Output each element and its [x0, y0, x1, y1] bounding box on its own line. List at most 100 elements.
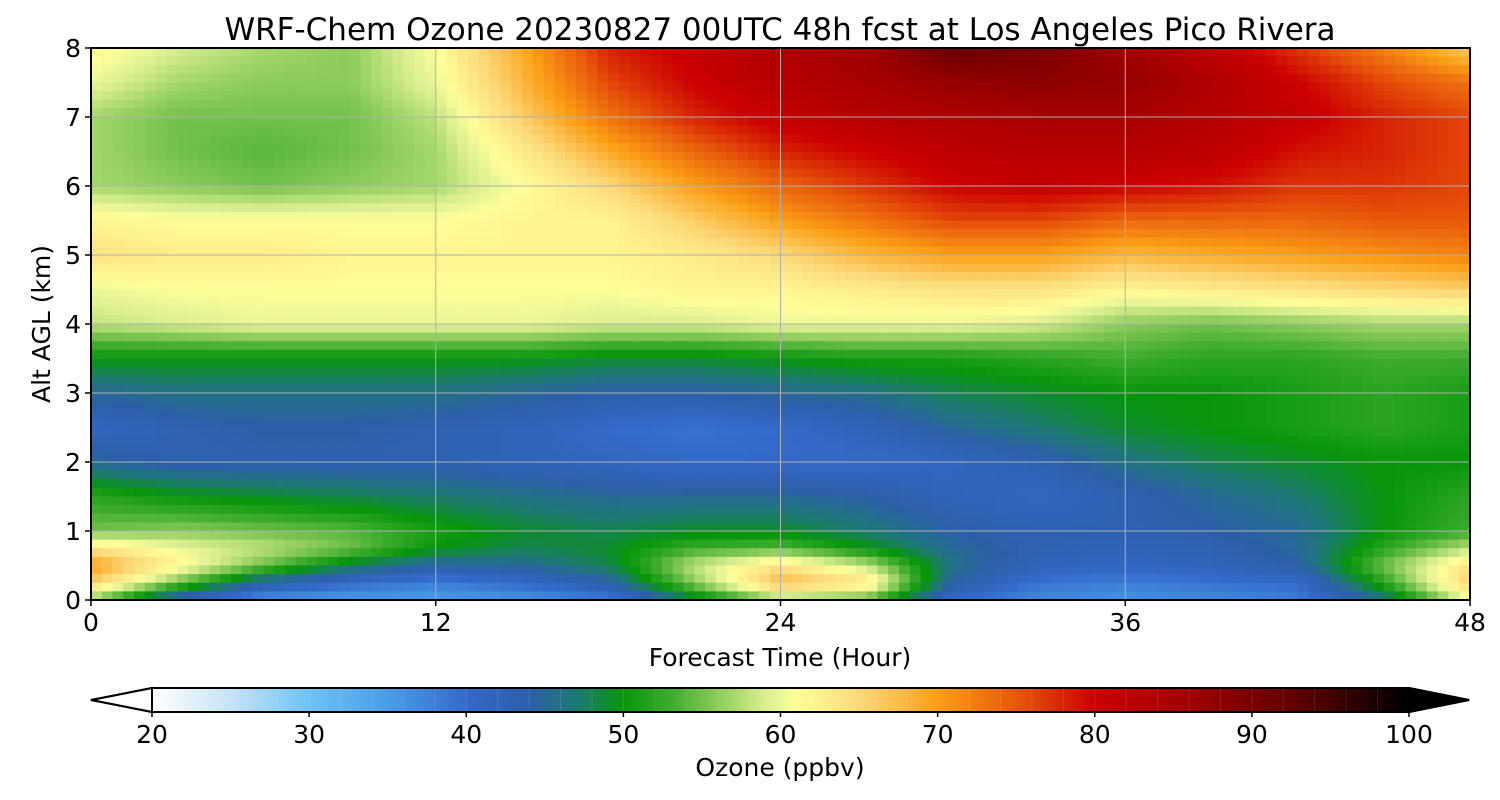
heatmap-cell — [1405, 349, 1417, 360]
heatmap-cell — [274, 306, 286, 317]
heatmap-cell — [1426, 349, 1439, 360]
heatmap-cell — [349, 134, 362, 144]
heatmap-cell — [651, 108, 663, 118]
heatmap-cell — [1092, 91, 1105, 101]
heatmap-cell — [845, 289, 857, 299]
heatmap-cell — [360, 349, 372, 360]
heatmap-cell — [521, 298, 534, 308]
heatmap-cell — [1265, 280, 1277, 291]
heatmap-cell — [715, 142, 728, 153]
heatmap-cell — [543, 73, 556, 84]
heatmap-cell — [823, 65, 836, 75]
heatmap-cell — [565, 237, 577, 248]
heatmap-cell — [1211, 203, 1224, 213]
heatmap-cell — [371, 375, 383, 386]
heatmap-cell — [963, 255, 976, 265]
heatmap-cell — [683, 375, 696, 386]
heatmap-cell — [823, 73, 836, 84]
heatmap-cell — [715, 324, 728, 334]
heatmap-cell — [1082, 65, 1094, 75]
heatmap-cell — [877, 237, 890, 248]
heatmap-cell — [435, 117, 448, 127]
heatmap-cell — [338, 220, 351, 230]
heatmap-cell — [532, 341, 545, 351]
heatmap-cell — [877, 341, 890, 351]
heatmap-cell — [1232, 237, 1245, 248]
heatmap-cell — [338, 358, 351, 368]
heatmap-cell — [855, 168, 868, 179]
heatmap-cell — [306, 289, 319, 299]
heatmap-cell — [521, 375, 534, 386]
heatmap-cell — [791, 99, 803, 110]
heatmap-cell — [758, 186, 771, 196]
heatmap-cell — [1103, 255, 1116, 265]
heatmap-cell — [586, 91, 599, 101]
heatmap-cell — [1125, 108, 1137, 118]
heatmap-cell — [424, 117, 437, 127]
heatmap-cell — [565, 324, 577, 334]
heatmap-cell — [1373, 315, 1385, 325]
heatmap-cell — [812, 125, 825, 136]
heatmap-cell — [349, 151, 362, 161]
heatmap-cell — [737, 91, 749, 101]
heatmap-cell — [1459, 375, 1470, 386]
heatmap-cell — [877, 99, 890, 110]
heatmap-cell — [1168, 203, 1180, 213]
heatmap-cell — [791, 280, 803, 291]
heatmap-cell — [414, 177, 426, 187]
heatmap-cell — [231, 375, 243, 386]
heatmap-cell — [543, 99, 556, 110]
heatmap-cell — [338, 82, 351, 92]
heatmap-cell — [381, 186, 394, 196]
heatmap-cell — [284, 280, 297, 291]
heatmap-cell — [952, 99, 965, 110]
heatmap-cell — [565, 272, 577, 282]
heatmap-cell — [597, 349, 609, 360]
heatmap-cell — [392, 272, 405, 282]
heatmap-cell — [1006, 203, 1019, 213]
heatmap-cell — [1329, 229, 1342, 239]
heatmap-cell — [974, 177, 986, 187]
heatmap-cell — [672, 255, 685, 265]
heatmap-cell — [1189, 375, 1202, 386]
heatmap-cell — [1243, 203, 1256, 213]
heatmap-cell — [1114, 99, 1127, 110]
heatmap-cell — [1232, 306, 1245, 317]
heatmap-cell — [1082, 289, 1094, 299]
heatmap-cell — [274, 125, 286, 136]
heatmap-cell — [1319, 229, 1331, 239]
heatmap-cell — [478, 220, 491, 230]
heatmap-cell — [134, 125, 146, 136]
heatmap-cell — [920, 48, 933, 58]
heatmap-cell — [1222, 272, 1234, 282]
heatmap-cell — [1340, 220, 1353, 230]
heatmap-cell — [446, 91, 459, 101]
heatmap-cell — [392, 99, 405, 110]
heatmap-cell — [1189, 151, 1202, 161]
heatmap-cell — [349, 315, 362, 325]
heatmap-cell — [629, 73, 642, 84]
heatmap-cell — [1254, 263, 1267, 274]
heatmap-cell — [554, 177, 566, 187]
heatmap-cell — [1082, 99, 1094, 110]
heatmap-cell — [1168, 255, 1180, 265]
heatmap-cell — [705, 367, 717, 377]
heatmap-cell — [263, 263, 275, 274]
heatmap-cell — [597, 91, 609, 101]
heatmap-cell — [694, 125, 706, 136]
heatmap-cell — [963, 142, 976, 153]
heatmap-cell — [123, 125, 135, 136]
heatmap-cell — [1426, 272, 1439, 282]
heatmap-cell — [101, 298, 114, 308]
heatmap-cell — [1211, 280, 1224, 291]
heatmap-cell — [877, 332, 890, 343]
heatmap-cell — [424, 203, 437, 213]
heatmap-cell — [317, 263, 329, 274]
heatmap-cell — [166, 194, 178, 205]
heatmap-cell — [166, 125, 178, 136]
heatmap-cell — [715, 263, 728, 274]
heatmap-cell — [1383, 324, 1396, 334]
heatmap-cell — [1049, 220, 1062, 230]
heatmap-cell — [597, 263, 609, 274]
heatmap-cell — [446, 237, 459, 248]
